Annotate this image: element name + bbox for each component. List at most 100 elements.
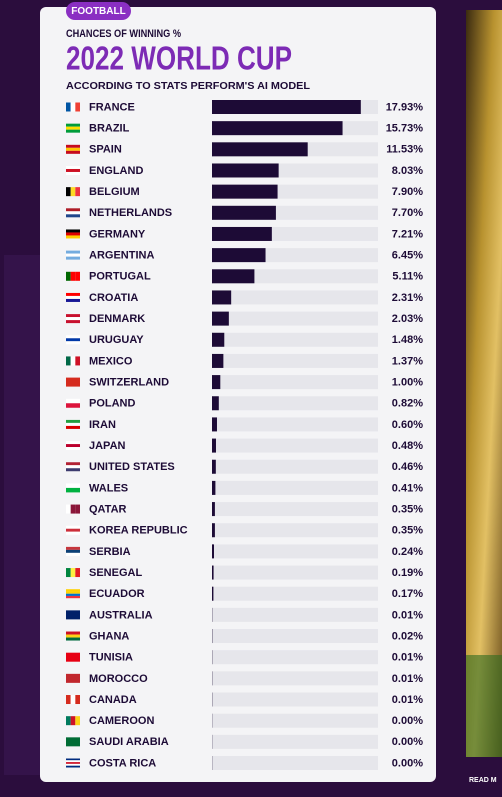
bar (212, 523, 215, 538)
value-label: 0.41% (392, 482, 423, 494)
country-label: UNITED STATES (89, 461, 175, 473)
flag (66, 398, 80, 404)
flag (66, 591, 80, 594)
flag (66, 129, 80, 133)
flag (66, 314, 80, 318)
country-label: GHANA (89, 630, 129, 642)
flag (70, 102, 76, 112)
flag (66, 211, 80, 215)
bar (212, 417, 217, 432)
track-start (212, 692, 213, 707)
flag (66, 187, 71, 197)
bar-track (212, 650, 378, 665)
flag (66, 444, 80, 448)
bar-track (212, 586, 378, 601)
country-label: COSTA RICA (89, 757, 156, 769)
bar-track (212, 523, 378, 538)
bar-track (212, 396, 378, 411)
value-label: 0.17% (392, 588, 423, 600)
trophy-image (466, 10, 502, 757)
flag (66, 528, 80, 532)
value-label: 7.70% (392, 207, 423, 219)
bar-track (212, 311, 378, 326)
flag (66, 695, 71, 705)
value-label: 0.48% (392, 440, 423, 452)
flag (66, 235, 80, 239)
value-label: 0.46% (392, 461, 423, 473)
bar-track (212, 756, 378, 770)
flag (66, 256, 80, 260)
country-label: ENGLAND (89, 165, 143, 177)
bar-track (212, 734, 378, 749)
bar-track (212, 459, 378, 474)
flag (70, 271, 76, 281)
flag (66, 208, 80, 212)
flag (66, 335, 80, 339)
subtitle: ACCORDING TO STATS PERFORM'S AI MODEL (66, 80, 311, 92)
value-label: 0.24% (392, 546, 423, 558)
bar-track (212, 438, 378, 453)
bar-track (212, 502, 378, 517)
country-label: KOREA REPUBLIC (89, 525, 188, 537)
bar (212, 205, 276, 220)
flag (66, 425, 80, 429)
bar (212, 565, 214, 580)
flag (66, 341, 80, 345)
flag (66, 229, 80, 233)
flag (66, 765, 80, 768)
value-label: 17.93% (386, 101, 424, 113)
bar-track (212, 565, 378, 580)
flag (70, 568, 76, 578)
flag (66, 126, 80, 130)
flag (66, 483, 80, 488)
flag (66, 531, 80, 535)
bar-track (212, 692, 378, 707)
flag (66, 123, 80, 127)
read-more[interactable]: READ M (469, 777, 497, 784)
value-label: 2.31% (392, 292, 423, 304)
tag-pill (66, 2, 131, 20)
country-label: POLAND (89, 398, 136, 410)
country-label: DENMARK (89, 313, 145, 325)
flag (66, 595, 80, 599)
bar (212, 332, 225, 347)
track-start (212, 713, 213, 728)
value-label: 5.11% (392, 271, 423, 283)
track-start (212, 671, 213, 686)
bar (212, 375, 221, 390)
flag (66, 465, 80, 469)
bar (212, 142, 308, 157)
flag (75, 568, 80, 578)
flag (66, 403, 80, 408)
flag (66, 631, 80, 635)
flag (75, 102, 80, 112)
country-label: QATAR (89, 503, 127, 515)
country-label: SWITZERLAND (89, 377, 169, 389)
value-label: 0.01% (392, 673, 423, 685)
country-label: ARGENTINA (89, 250, 154, 262)
image-grass (466, 655, 502, 757)
country-label: AUSTRALIA (89, 609, 153, 621)
bar-track (212, 629, 378, 644)
flag (66, 295, 80, 299)
flag (70, 504, 76, 514)
bar-track (212, 332, 378, 347)
flag (66, 552, 80, 556)
country-label: MOROCCO (89, 673, 148, 685)
bar (212, 121, 343, 136)
flag (75, 271, 80, 281)
country-label: SERBIA (89, 546, 131, 558)
bar (212, 502, 215, 517)
country-label: CROATIA (89, 292, 138, 304)
value-label: 1.37% (392, 355, 423, 367)
flag (66, 487, 80, 493)
value-label: 0.00% (392, 715, 423, 727)
flag (66, 317, 80, 321)
bar (212, 459, 216, 474)
value-label: 0.02% (392, 630, 423, 642)
flag (66, 356, 71, 366)
flag (66, 150, 80, 154)
bar-track (212, 375, 378, 390)
flag (66, 232, 80, 236)
